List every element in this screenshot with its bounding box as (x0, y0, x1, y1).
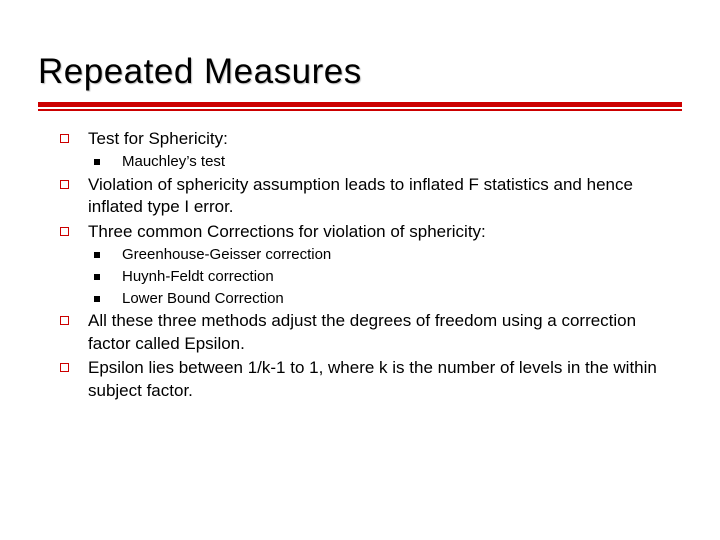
bullet-text: Lower Bound Correction (122, 289, 680, 309)
list-item: Three common Corrections for violation o… (58, 221, 680, 243)
square-bullet-icon (58, 128, 88, 150)
list-item: Test for Sphericity: (58, 128, 680, 150)
bullet-text: Test for Sphericity: (88, 128, 680, 150)
list-item: Huynh-Feldt correction (88, 267, 680, 287)
list-item: Epsilon lies between 1/k-1 to 1, where k… (58, 357, 680, 402)
square-filled-bullet-icon (88, 289, 122, 309)
list-item: Lower Bound Correction (88, 289, 680, 309)
square-bullet-icon (58, 174, 88, 219)
title-rule (38, 102, 682, 110)
bullet-text: Three common Corrections for violation o… (88, 221, 680, 243)
bullet-text: Huynh-Feldt correction (122, 267, 680, 287)
list-item: Greenhouse-Geisser correction (88, 245, 680, 265)
square-filled-bullet-icon (88, 245, 122, 265)
bullet-text: Mauchley’s test (122, 152, 680, 172)
square-bullet-icon (58, 310, 88, 355)
title-area: Repeated Measures (0, 0, 720, 110)
bullet-text: Greenhouse-Geisser correction (122, 245, 680, 265)
slide: Repeated Measures Test for Sphericity: M… (0, 0, 720, 540)
bullet-text: Violation of sphericity assumption leads… (88, 174, 680, 219)
bullet-text: All these three methods adjust the degre… (88, 310, 680, 355)
square-filled-bullet-icon (88, 267, 122, 287)
list-item: Violation of sphericity assumption leads… (58, 174, 680, 219)
list-item: All these three methods adjust the degre… (58, 310, 680, 355)
square-filled-bullet-icon (88, 152, 122, 172)
slide-body: Test for Sphericity: Mauchley’s test Vio… (0, 110, 720, 403)
bullet-text: Epsilon lies between 1/k-1 to 1, where k… (88, 357, 680, 402)
square-bullet-icon (58, 221, 88, 243)
square-bullet-icon (58, 357, 88, 402)
slide-title: Repeated Measures (38, 53, 682, 92)
list-item: Mauchley’s test (88, 152, 680, 172)
